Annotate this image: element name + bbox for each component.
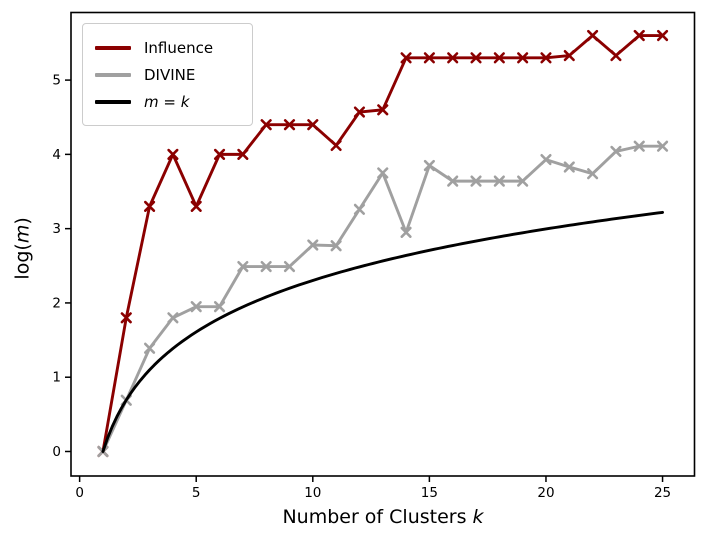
y-axis-label-suffix: ) xyxy=(11,217,34,225)
marker-x-divine xyxy=(400,226,412,238)
marker-x-divine xyxy=(190,301,202,313)
x-axis-label: Number of Clusters k xyxy=(71,506,695,529)
marker-x-influence xyxy=(260,119,272,131)
marker-x-divine xyxy=(633,140,645,152)
series-line-m-k xyxy=(101,210,665,453)
marker-x-influence xyxy=(587,29,599,42)
marker-x-influence xyxy=(610,49,622,62)
marker-x-influence xyxy=(656,29,669,42)
marker-x-divine xyxy=(260,260,272,273)
y-tick-label: 0 xyxy=(52,444,61,460)
legend-var-m: m xyxy=(144,92,159,111)
x-axis-label-text: Number of Clusters xyxy=(282,506,473,528)
legend-item-divine: DIVINE xyxy=(95,62,240,87)
marker-x-influence xyxy=(307,119,319,131)
marker-x-influence xyxy=(237,148,249,160)
marker-x-divine xyxy=(517,175,529,187)
marker-x-influence xyxy=(283,119,296,131)
y-tick-label: 5 xyxy=(52,73,61,89)
y-tick-label: 1 xyxy=(52,370,61,386)
marker-x-divine xyxy=(353,203,366,215)
marker-x-divine xyxy=(447,175,459,187)
legend-label-influence: Influence xyxy=(144,38,214,57)
x-tick-label: 5 xyxy=(192,485,201,501)
legend: Influence DIVINE m = k xyxy=(82,23,253,126)
legend-item-m-equals-k: m = k xyxy=(95,89,240,114)
marker-x-divine xyxy=(540,153,552,166)
marker-x-divine xyxy=(213,301,226,313)
marker-x-divine xyxy=(610,145,622,158)
marker-x-influence xyxy=(190,200,202,212)
marker-x-influence xyxy=(517,52,529,64)
x-tick-label: 0 xyxy=(75,485,84,501)
marker-x-divine xyxy=(423,159,435,172)
y-tick-label: 2 xyxy=(52,295,61,311)
marker-x-divine xyxy=(143,342,156,354)
y-axis-label: log(m) xyxy=(12,148,35,348)
legend-eq-sign: = xyxy=(158,92,181,111)
marker-x-influence xyxy=(447,52,459,64)
legend-line-divine xyxy=(95,72,131,77)
legend-line-influence xyxy=(95,45,131,50)
x-tick-label: 15 xyxy=(421,485,438,501)
marker-x-influence xyxy=(400,52,412,64)
marker-x-divine xyxy=(470,175,482,187)
marker-x-divine xyxy=(656,140,669,152)
legend-line-m-equals-k xyxy=(95,99,131,104)
marker-x-influence xyxy=(213,148,226,160)
marker-x-influence xyxy=(353,106,366,118)
marker-x-divine xyxy=(307,239,319,251)
marker-x-divine xyxy=(563,161,575,173)
marker-x-divine xyxy=(237,260,249,273)
x-tick-label: 25 xyxy=(654,485,671,501)
legend-label-m-equals-k: m = k xyxy=(144,93,189,111)
y-axis-label-var: m xyxy=(11,224,34,244)
marker-x-influence xyxy=(120,312,132,324)
marker-x-divine xyxy=(283,260,296,273)
marker-x-influence xyxy=(563,49,575,62)
x-tick-label: 10 xyxy=(304,485,321,501)
marker-x-influence xyxy=(167,148,179,160)
legend-item-influence: Influence xyxy=(95,35,240,60)
x-tick-label: 20 xyxy=(537,485,554,501)
marker-x-influence xyxy=(330,139,342,152)
axes-spines xyxy=(70,11,696,477)
series-line-divine xyxy=(101,144,665,453)
y-axis-label-text: log( xyxy=(11,243,34,280)
legend-var-k: k xyxy=(180,92,190,111)
marker-x-influence xyxy=(633,29,645,42)
y-tick-label: 3 xyxy=(52,221,61,237)
marker-x-divine xyxy=(587,168,599,180)
marker-x-influence xyxy=(540,52,552,64)
marker-x-influence xyxy=(493,52,505,64)
marker-x-divine xyxy=(377,167,389,179)
marker-x-influence xyxy=(143,200,156,212)
marker-x-divine xyxy=(330,240,342,252)
y-tick-label: 4 xyxy=(52,147,61,163)
marker-x-influence xyxy=(423,52,435,64)
x-axis-label-var: k xyxy=(472,506,484,528)
legend-label-divine: DIVINE xyxy=(144,65,196,84)
marker-x-divine xyxy=(493,175,505,187)
marker-x-divine xyxy=(167,312,179,324)
marker-x-influence xyxy=(377,104,389,116)
marker-x-influence xyxy=(470,52,482,64)
